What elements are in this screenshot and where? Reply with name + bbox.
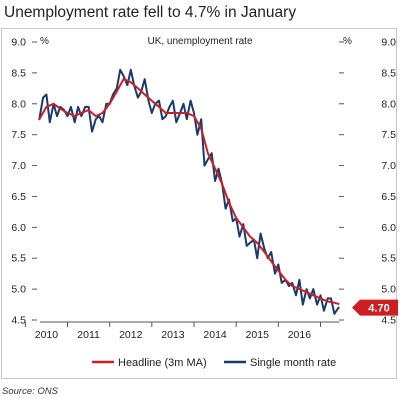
chart-title: Unemployment rate fell to 4.7% in Januar…: [4, 4, 297, 21]
latest-value-label: 4.70: [368, 303, 389, 315]
y-tick-label-left: 8.0: [11, 98, 26, 110]
x-tick-label: 2013: [161, 329, 185, 341]
y-tick-label-right: 8.5: [381, 67, 396, 79]
chart-frame: [1, 28, 397, 379]
x-tick-label: 2011: [77, 329, 100, 341]
y-unit-right: %: [343, 36, 352, 47]
y-tick-label-right: 5.5: [381, 253, 396, 265]
single-month-series-line: [38, 68, 340, 315]
y-tick-label-right: 5.0: [381, 284, 396, 296]
x-tick-label: 2015: [246, 329, 270, 341]
chart-subtitle: UK, unemployment rate: [147, 36, 252, 47]
x-tick-label: 2012: [119, 329, 143, 341]
y-unit-left: %: [40, 36, 49, 47]
y-tick-label-left: 6.0: [11, 222, 26, 234]
legend-label-single: Single month rate: [250, 357, 336, 369]
y-tick-label-right: 6.5: [381, 191, 396, 203]
y-tick-label-left: 8.5: [11, 67, 26, 79]
legend-label-headline: Headline (3m MA): [118, 357, 207, 369]
x-tick-label: 2014: [203, 329, 227, 341]
y-tick-label-left: 5.5: [11, 253, 26, 265]
latest-value-badge: [352, 299, 398, 316]
y-tick-label-right: 4.5: [381, 315, 396, 327]
headline-series-line: [38, 78, 340, 305]
source-note: Source: ONS: [2, 386, 58, 397]
y-tick-label-right: 7.0: [381, 160, 396, 172]
y-tick-label-right: 6.0: [381, 222, 396, 234]
x-tick-label: 2010: [35, 329, 59, 341]
y-tick-label-left: 4.5: [11, 315, 26, 327]
y-tick-label-right: 9.0: [381, 37, 396, 49]
y-tick-label-left: 7.0: [11, 160, 26, 172]
y-tick-label-left: 7.5: [11, 129, 26, 141]
y-tick-label-left: 5.0: [11, 284, 26, 296]
y-tick-label-right: 7.5: [381, 129, 396, 141]
y-tick-label-right: 8.0: [381, 98, 396, 110]
x-tick-label: 2016: [288, 329, 312, 341]
y-tick-label-left: 9.0: [11, 37, 26, 49]
y-tick-label-left: 6.5: [11, 191, 26, 203]
